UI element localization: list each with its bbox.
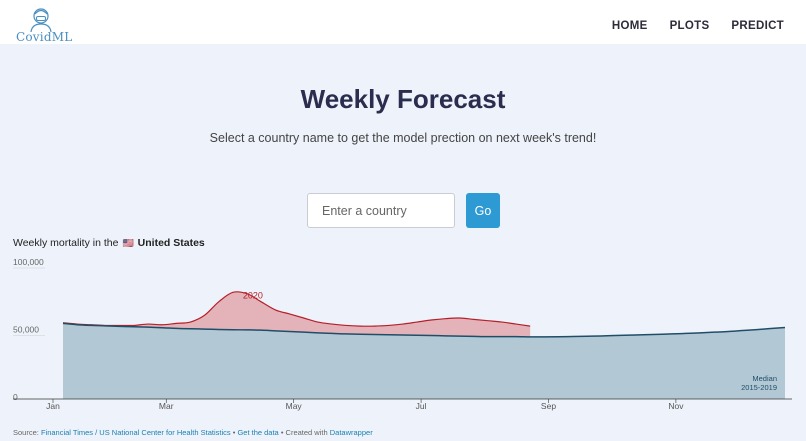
chart-heading-country: United States bbox=[137, 237, 205, 249]
median-label: Median bbox=[752, 374, 777, 383]
y-tick-label: 0 bbox=[13, 392, 18, 402]
x-tick-label: Jul bbox=[416, 401, 427, 411]
nav-link-predict[interactable]: PREDICT bbox=[731, 20, 784, 32]
source-prefix: Source: bbox=[13, 428, 39, 437]
x-tick-label: Jan bbox=[46, 401, 60, 411]
chart-heading: Weekly mortality in the 🇺🇸 United States bbox=[13, 237, 205, 249]
source-created-with: • Created with bbox=[280, 428, 328, 437]
source-link[interactable]: Financial Times / US National Center for… bbox=[40, 428, 231, 437]
get-data-link[interactable]: Get the data bbox=[237, 428, 279, 437]
mortality-chart: 0 50,000 100,000 Jan Mar May Jul Sep Nov 2020 Medi… bbox=[13, 257, 792, 411]
country-input[interactable] bbox=[307, 193, 455, 228]
page-subtitle: Select a country name to get the model p… bbox=[209, 131, 597, 145]
median-line bbox=[62, 322, 786, 338]
median-area bbox=[63, 323, 785, 399]
x-tick-label: Mar bbox=[159, 401, 174, 411]
x-tick-label: Sep bbox=[541, 401, 556, 411]
x-tick-label: May bbox=[286, 401, 303, 411]
nav-link-home[interactable]: HOME bbox=[611, 20, 648, 32]
chart-heading-prefix: Weekly mortality in the bbox=[13, 237, 119, 249]
logo-text: CovidML bbox=[16, 30, 73, 44]
series-2020-line bbox=[62, 291, 531, 327]
y-tick-label: 50,000 bbox=[13, 325, 39, 335]
logo[interactable]: CovidML bbox=[14, 6, 74, 44]
go-button[interactable]: Go bbox=[466, 193, 500, 228]
y-tick-label: 100,000 bbox=[13, 257, 44, 267]
series-2020-label: 2020 bbox=[243, 290, 263, 300]
nav-link-plots[interactable]: PLOTS bbox=[669, 20, 710, 32]
page-title: Weekly Forecast bbox=[300, 84, 506, 114]
chart-source: Source: Financial Times / US National Ce… bbox=[13, 428, 373, 437]
datawrapper-link[interactable]: Datawrapper bbox=[329, 428, 373, 437]
doctor-mask-icon bbox=[30, 8, 52, 32]
us-flag-icon: 🇺🇸 bbox=[122, 238, 134, 248]
navbar: CovidML HOME PLOTS PREDICT bbox=[0, 0, 806, 44]
x-tick-label: Nov bbox=[668, 401, 684, 411]
nav-links: HOME PLOTS PREDICT bbox=[612, 20, 784, 32]
source-separator: • bbox=[232, 428, 236, 437]
median-label: 2015-2019 bbox=[741, 383, 777, 392]
